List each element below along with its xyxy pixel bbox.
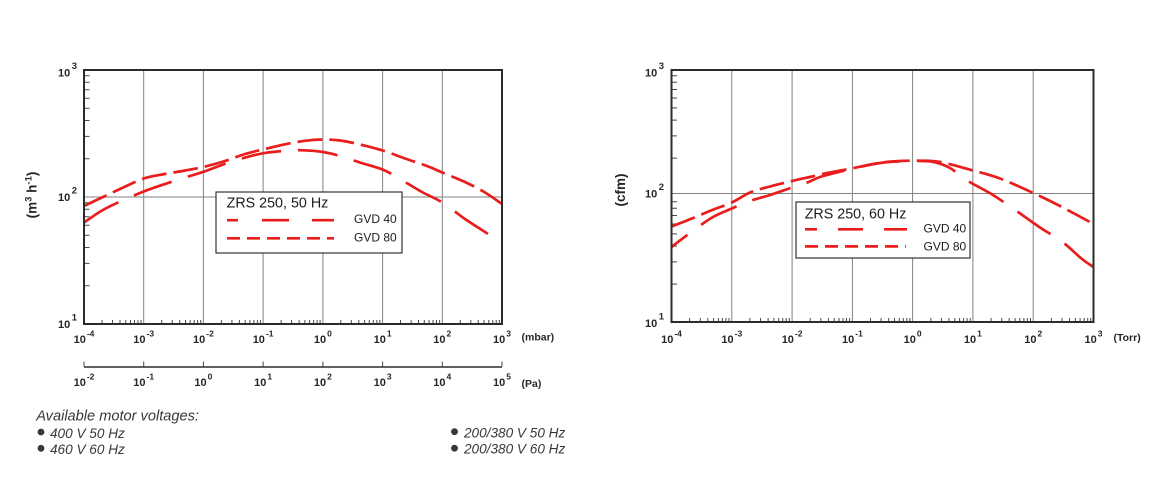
svg-text:Available motor voltages:: Available motor voltages: [35,409,199,425]
svg-text:200/380 V 60 Hz: 200/380 V 60 Hz [463,441,565,456]
svg-text:ZRS 250, 60 Hz: ZRS 250, 60 Hz [805,207,907,223]
svg-text:(Torr): (Torr) [1114,332,1141,344]
svg-text:GVD 40: GVD 40 [354,212,397,226]
svg-text:200/380 V 50 Hz: 200/380 V 50 Hz [463,425,565,440]
svg-text:(cfm): (cfm) [613,174,628,207]
svg-text:(mbar): (mbar) [522,331,555,343]
svg-text:400 V 50 Hz: 400 V 50 Hz [50,426,125,441]
svg-text:460 V 60 Hz: 460 V 60 Hz [50,442,125,457]
svg-text:ZRS 250, 50 Hz: ZRS 250, 50 Hz [227,195,329,211]
svg-text:GVD 80: GVD 80 [924,239,967,253]
svg-text:GVD 80: GVD 80 [354,230,397,244]
svg-text:(Pa): (Pa) [522,378,542,390]
svg-text:GVD 40: GVD 40 [924,222,967,236]
